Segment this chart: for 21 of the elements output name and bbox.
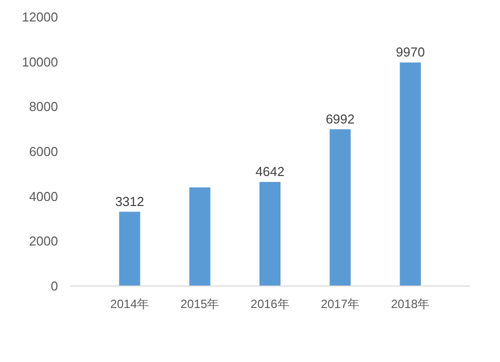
y-tick-label: 2000 — [29, 234, 58, 249]
data-label: 6992 — [326, 111, 355, 126]
data-label: 4642 — [256, 164, 284, 179]
data-label: 9970 — [396, 44, 425, 60]
y-tick-label: 8000 — [29, 99, 58, 114]
x-tick-label: 2017年 — [320, 297, 360, 311]
bar — [119, 212, 140, 286]
y-tick-label: 0 — [50, 278, 58, 294]
y-tick-label: 4000 — [29, 188, 58, 204]
x-tick-label: 2018年 — [391, 297, 430, 311]
x-tick-label: 2014年 — [110, 297, 149, 311]
x-tick-label: 2016年 — [250, 297, 290, 311]
y-tick-label: 6000 — [29, 144, 58, 160]
data-label: 3312 — [115, 194, 144, 209]
x-tick-label: 2015年 — [180, 297, 220, 311]
bar — [400, 62, 421, 286]
bar — [189, 187, 210, 286]
y-tick-label: 10000 — [22, 54, 58, 70]
bar — [330, 129, 351, 286]
y-tick-label: 12000 — [22, 10, 58, 25]
bar — [259, 182, 281, 286]
